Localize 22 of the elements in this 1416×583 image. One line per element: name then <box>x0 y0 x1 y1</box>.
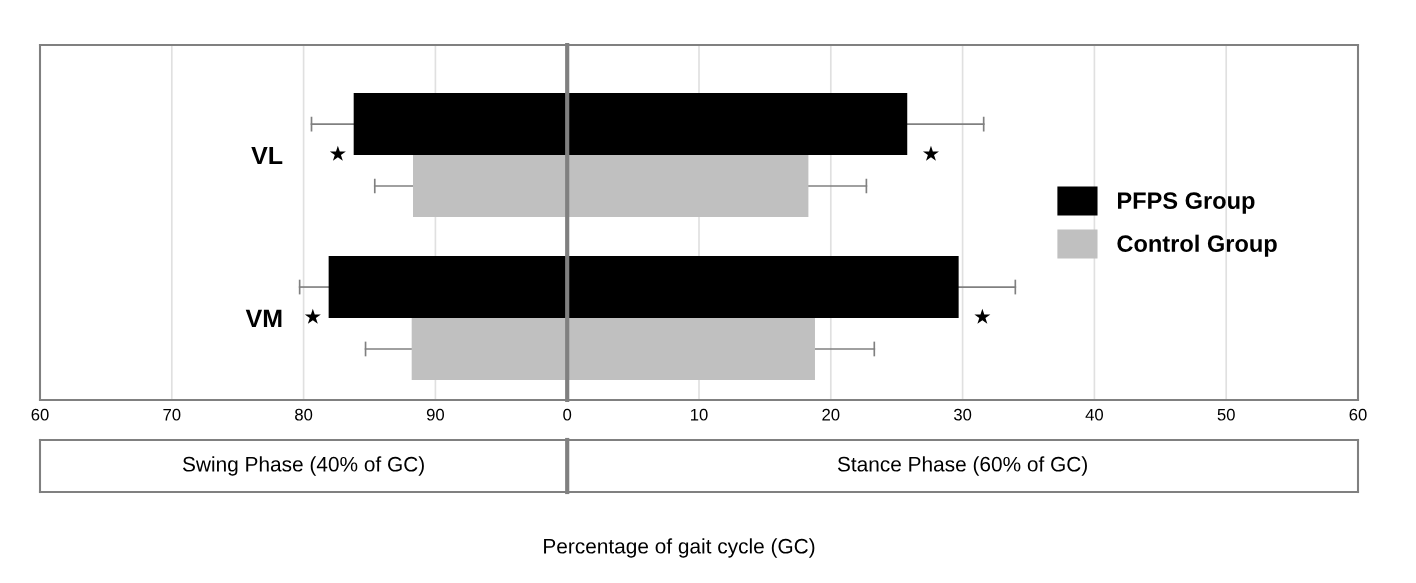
x-tick-label: 60 <box>1349 408 1367 421</box>
y-tick-label: VL <box>251 146 283 165</box>
legend-label: Control Group <box>1117 234 1277 257</box>
x-tick-label: 20 <box>822 408 840 421</box>
x-tick-label: 60 <box>31 408 49 421</box>
annotation: ★ <box>329 145 346 161</box>
legend-label: PFPS Group <box>1118 192 1255 214</box>
text: Stance Phase (60% of GC) <box>837 456 1087 476</box>
annotation: ★ <box>922 145 939 161</box>
x-tick-label: 30 <box>953 408 972 421</box>
text: Swing Phase (40% of GC) <box>182 456 424 476</box>
x-tick-label: 40 <box>1085 408 1104 421</box>
y-tick-label: VM <box>245 309 282 328</box>
x-tick-label: 0 <box>563 408 572 421</box>
x-tick-label: 70 <box>163 408 181 421</box>
x-tick-label: 50 <box>1217 408 1235 421</box>
annotation: ★ <box>974 308 991 324</box>
x-tick-label: 80 <box>295 408 313 421</box>
annotation: ★ <box>304 308 321 324</box>
x-tick-label: 90 <box>426 408 445 421</box>
x-tick-label: 10 <box>691 408 708 421</box>
x-axis-title: Percentage of gait cycle (GC) <box>544 538 815 558</box>
